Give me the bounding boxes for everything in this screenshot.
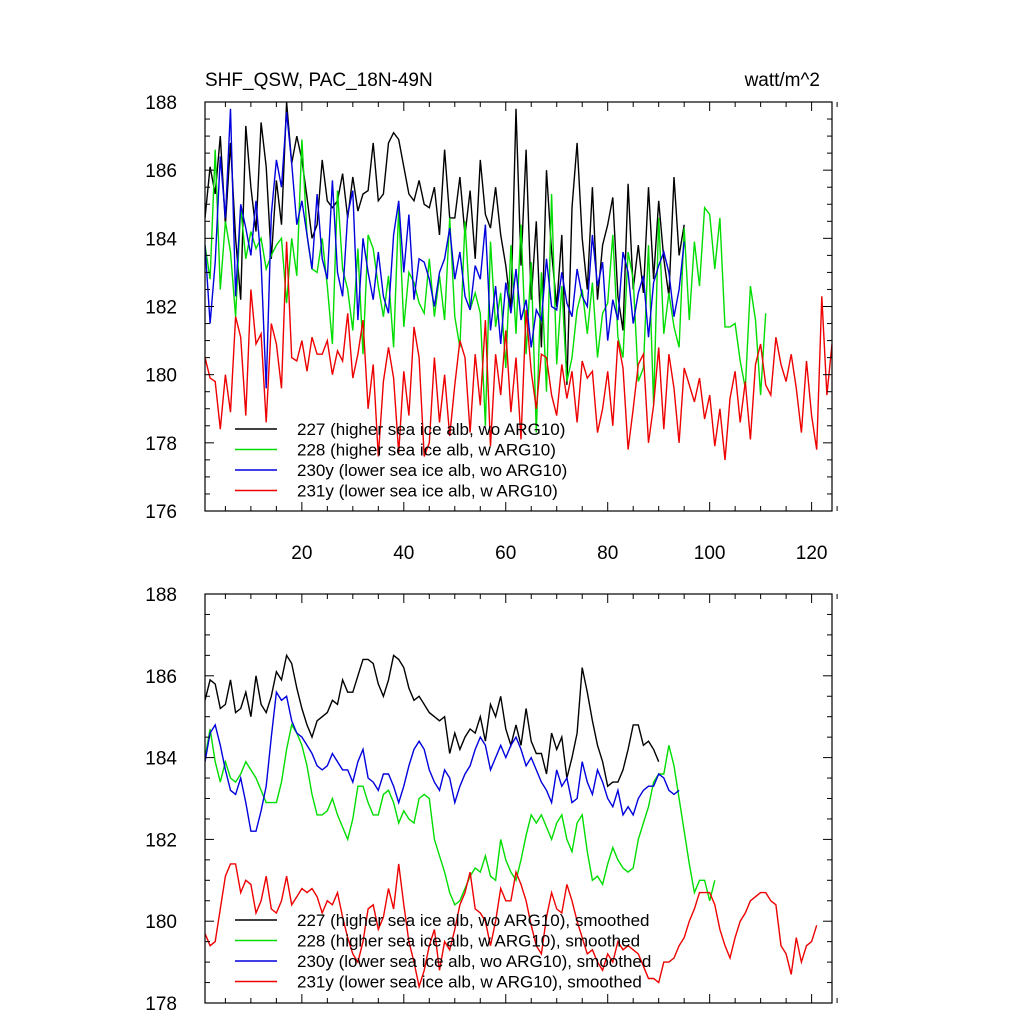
- bottom-panel: 178 180 182 184 186 188 227 (higher sea ice al…: [145, 585, 838, 1015]
- y-tick-label: 180: [145, 366, 177, 387]
- legend-label-2: 230y (lower sea ice alb, wo ARG10), smoo…: [297, 952, 651, 971]
- x-tick-label: 40: [393, 543, 414, 564]
- x-tick-label: 80: [597, 543, 618, 564]
- x-tick-label: 120: [796, 543, 828, 564]
- y-tick-label: 188: [145, 93, 177, 114]
- series-line-2: [205, 690, 680, 832]
- series-line-3: [205, 241, 832, 460]
- chart-title: SHF_QSW, PAC_18N-49N: [205, 70, 433, 91]
- series-line-0: [205, 653, 660, 788]
- y-tick-label: 176: [145, 502, 177, 523]
- series-line-1: [205, 139, 767, 433]
- y-tick-label: 184: [145, 229, 177, 250]
- top-panel: 176 178 180 182 184 186 188 20 40 60 80 100 120 227 (…: [145, 93, 838, 564]
- y-tick-label: 184: [145, 749, 177, 770]
- legend-label-2: 230y (lower sea ice alb, wo ARG10): [297, 461, 567, 480]
- legend-label-0: 227 (higher sea ice alb, wo ARG10): [297, 420, 565, 439]
- y-tick-label: 182: [145, 830, 177, 851]
- units-label: watt/m^2: [744, 70, 820, 91]
- y-tick-label: 182: [145, 298, 177, 319]
- y-tick-label: 186: [145, 161, 177, 182]
- y-tick-label: 186: [145, 667, 177, 688]
- y-tick-label: 180: [145, 912, 177, 933]
- x-tick-label: 100: [694, 543, 726, 564]
- series-line-2: [205, 108, 685, 389]
- legend-label-3: 231y (lower sea ice alb, w ARG10), smoot…: [297, 973, 642, 992]
- x-tick-label: 60: [495, 543, 516, 564]
- legend-label-1: 228 (higher sea ice alb, w ARG10), smoot…: [297, 932, 640, 951]
- series-line-3: [205, 863, 818, 990]
- legend-label-0: 227 (higher sea ice alb, wo ARG10), smoo…: [297, 911, 649, 930]
- y-tick-label: 188: [145, 585, 177, 606]
- y-tick-label: 178: [145, 434, 177, 455]
- series-line-1: [205, 723, 716, 906]
- y-tick-label: 178: [145, 994, 177, 1015]
- legend-label-3: 231y (lower sea ice alb, w ARG10): [297, 482, 558, 501]
- x-tick-label: 20: [291, 543, 312, 564]
- legend-label-1: 228 (higher sea ice alb, w ARG10): [297, 441, 556, 460]
